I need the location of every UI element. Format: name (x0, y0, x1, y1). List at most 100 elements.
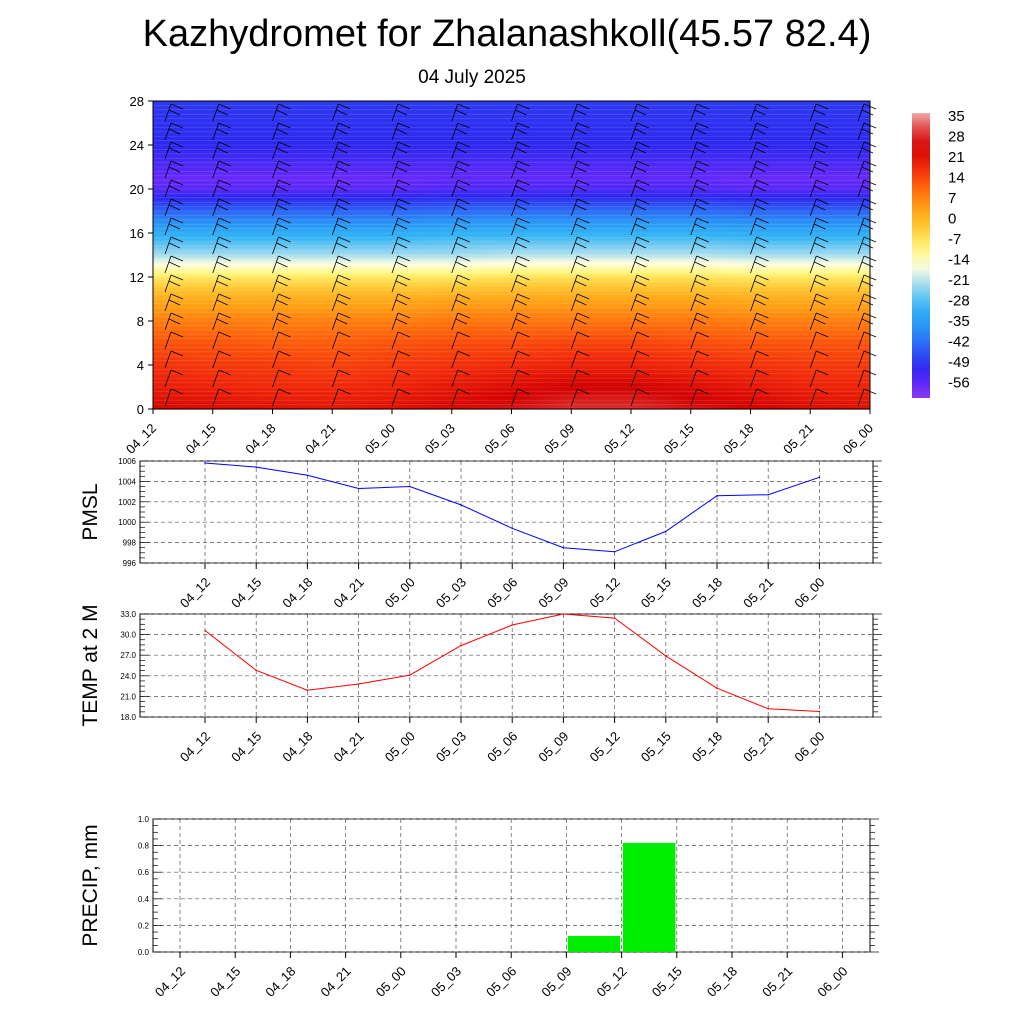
wind-barb-feather (696, 255, 709, 262)
wind-barb-shaft (630, 122, 638, 141)
wind-barb-shaft (809, 122, 817, 141)
wind-barb-feather (457, 274, 470, 281)
wind-barb-feather (577, 103, 590, 110)
wind-barb-feather (816, 122, 829, 129)
wind-barb (451, 312, 470, 331)
wind-barb-feather (636, 369, 650, 376)
wind-barb-feather (634, 242, 647, 249)
heatmap-cell-strip (153, 316, 870, 320)
wind-barb-feather (457, 160, 470, 167)
wind-barb-shaft (511, 293, 518, 312)
wind-barb-feather (577, 236, 590, 243)
heatmap-cell-strip (153, 312, 870, 315)
wind-barb (451, 179, 470, 198)
heatmap-cell-strip (153, 213, 870, 216)
wind-barb-feather (756, 179, 769, 186)
wind-barb-feather (756, 198, 769, 205)
heatmap-cell-strip (153, 156, 870, 159)
wind-barb-feather (636, 388, 650, 395)
wind-barb-shaft (857, 350, 865, 369)
wind-barb-feather (457, 122, 470, 129)
colorbar-label: 28 (948, 129, 965, 146)
wind-barb-shaft (272, 103, 279, 122)
wind-barb-shaft (391, 331, 399, 350)
wind-barb-feather (457, 255, 470, 262)
wind-barb-feather (756, 293, 769, 300)
wind-barb-feather (517, 217, 530, 224)
wind-barb-feather (276, 261, 288, 268)
wind-barb-feather (278, 103, 291, 110)
temp-point (613, 617, 616, 619)
heatmap-cell-strip (153, 263, 870, 267)
wind-barb-feather (577, 331, 590, 338)
wind-barb (391, 179, 411, 198)
heatmap-cell-strip (153, 193, 870, 197)
heatmap-cell-strip (153, 272, 870, 276)
wind-barb-feather (575, 109, 587, 116)
wind-barb-shaft (570, 179, 578, 198)
wind-barb-feather (577, 255, 590, 262)
heatmap-cell-strip (153, 228, 870, 232)
wind-barb-feather (170, 198, 184, 205)
wind-barb-feather (754, 147, 766, 154)
wind-barb (164, 274, 184, 293)
wind-barb-shaft (809, 388, 817, 407)
wind-barb (391, 255, 411, 274)
wind-barb-feather (636, 141, 650, 148)
heatmap-cell-strip (153, 142, 870, 146)
wind-barb (630, 369, 650, 388)
wind-barb-shaft (690, 236, 698, 255)
wind-barb-shaft (630, 274, 638, 293)
wind-barb-feather (814, 109, 826, 116)
temp-point (306, 689, 309, 691)
wind-barb-feather (338, 388, 351, 395)
wind-barb (331, 179, 351, 198)
wind-barb-feather (457, 388, 470, 395)
heatmap-cell-strip (153, 362, 870, 366)
wind-barb-feather (861, 147, 874, 154)
heatmap-cell-strip (153, 127, 870, 131)
x-tick-label: 04_15 (228, 575, 264, 611)
wind-barb-shaft (164, 369, 172, 388)
heatmap-cell-strip (153, 294, 870, 298)
y-tick-label: 8 (137, 314, 144, 329)
wind-barb (809, 236, 829, 255)
wind-barb-feather (816, 103, 829, 110)
wind-barb (272, 122, 291, 141)
wind-barb-feather (861, 299, 874, 306)
heatmap-cell-strip (153, 340, 870, 344)
wind-barb-shaft (570, 122, 578, 141)
x-tick-label: 06_00 (791, 729, 827, 765)
wind-barb (451, 274, 470, 293)
heatmap-cell-strip (153, 114, 870, 117)
wind-barb-feather (397, 103, 411, 110)
wind-barb-feather (218, 160, 231, 167)
wind-barb-feather (170, 217, 184, 224)
heatmap-cell-strip (153, 224, 870, 227)
wind-barb-shaft (857, 198, 865, 217)
wind-barb-shaft (857, 236, 865, 255)
heatmap-cell-strip (153, 160, 870, 164)
wind-barb-shaft (857, 141, 865, 160)
heatmap-cell-strip (153, 158, 870, 161)
wind-barb-shaft (164, 217, 172, 236)
wind-barb-shaft (331, 141, 339, 160)
heatmap-cell-strip (153, 140, 870, 144)
wind-barb-feather (170, 141, 184, 148)
wind-barb (272, 274, 291, 293)
wind-barb-shaft (511, 388, 518, 407)
heatmap-cell-strip (153, 105, 870, 109)
wind-barb-shaft (857, 160, 865, 179)
wind-barb (212, 274, 231, 293)
wind-barb-feather (577, 160, 590, 167)
heatmap-cell-strip (153, 301, 870, 304)
wind-barb (750, 179, 769, 198)
wind-barb (511, 293, 530, 312)
wind-barb-feather (336, 166, 348, 173)
wind-barb-feather (756, 122, 769, 129)
y-axis-title: PMSL (79, 483, 102, 540)
wind-barb (331, 350, 351, 369)
wind-barb (630, 255, 650, 274)
wind-barb-shaft (164, 312, 172, 331)
wind-barb-feather (170, 293, 184, 300)
